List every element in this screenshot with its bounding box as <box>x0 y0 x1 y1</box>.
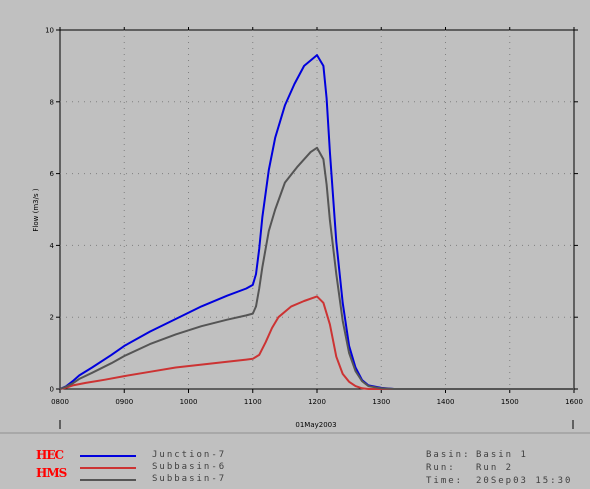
x-tick-label: 0800 <box>51 398 69 406</box>
legend-label: Junction-7 <box>152 450 227 460</box>
legend-swatch <box>80 455 136 457</box>
legend-label: Subbasin-7 <box>152 474 227 484</box>
x-tick-label: 1300 <box>372 398 390 406</box>
y-tick-label: 6 <box>50 170 55 178</box>
info-value: Basin 1 <box>476 450 528 460</box>
legend-item: Subbasin-7 <box>80 474 410 486</box>
y-tick-label: 8 <box>50 98 54 106</box>
x-tick-label: 1400 <box>437 398 455 406</box>
y-axis-label: Flow (m3/s ) <box>32 188 40 231</box>
legend: Junction-7 Subbasin-6 Subbasin-7 <box>80 450 410 486</box>
axis-ticks: 0800 0900 1000 1100 1200 1300 1400 1500 1600 0 2 4 6… <box>45 27 583 407</box>
info-value: 20Sep03 15:30 <box>476 476 573 486</box>
legend-item: Junction-7 <box>80 450 410 462</box>
y-tick-label: 0 <box>50 386 54 394</box>
x-tick-label: 1000 <box>180 398 198 406</box>
x-tick-label: 1600 <box>565 398 583 406</box>
series-line <box>59 295 574 390</box>
legend-label: Subbasin-6 <box>152 462 227 472</box>
info-row-run: Run: Run 2 <box>426 463 590 476</box>
info-row-time: Time: 20Sep03 15:30 <box>426 476 590 489</box>
x-tick-label: 1500 <box>501 398 519 406</box>
series-line <box>59 54 574 390</box>
logo-line-1: HEC <box>36 448 64 462</box>
info-key: Time: <box>426 476 464 486</box>
legend-swatch <box>80 479 136 481</box>
series-line <box>59 146 574 390</box>
hec-hms-logo: HEC HMS <box>36 448 67 485</box>
run-info-panel: Basin: Basin 1 Run: Run 2 Time: 20Sep03 … <box>426 450 590 489</box>
y-tick-label: 4 <box>50 242 55 250</box>
logo-line-2: HMS <box>36 466 67 480</box>
plot-area <box>59 29 575 390</box>
x-tick-label: 0900 <box>115 398 133 406</box>
info-value: Run 2 <box>476 463 514 473</box>
legend-swatch <box>80 467 136 469</box>
series-lines <box>59 54 574 390</box>
info-key: Run: <box>426 463 456 473</box>
legend-item: Subbasin-6 <box>80 462 410 474</box>
info-key: Basin: <box>426 450 471 460</box>
y-tick-label: 10 <box>45 27 54 35</box>
y-tick-label: 2 <box>50 314 54 322</box>
x-axis-label: 01May2003 <box>295 421 336 429</box>
x-tick-label: 1100 <box>244 398 262 406</box>
flow-hydrograph-chart: 0800 0900 1000 1100 1200 1300 1400 1500 1600 0 2 4 6… <box>0 27 590 434</box>
info-row-basin: Basin: Basin 1 <box>426 450 590 463</box>
x-tick-label: 1200 <box>308 398 326 406</box>
